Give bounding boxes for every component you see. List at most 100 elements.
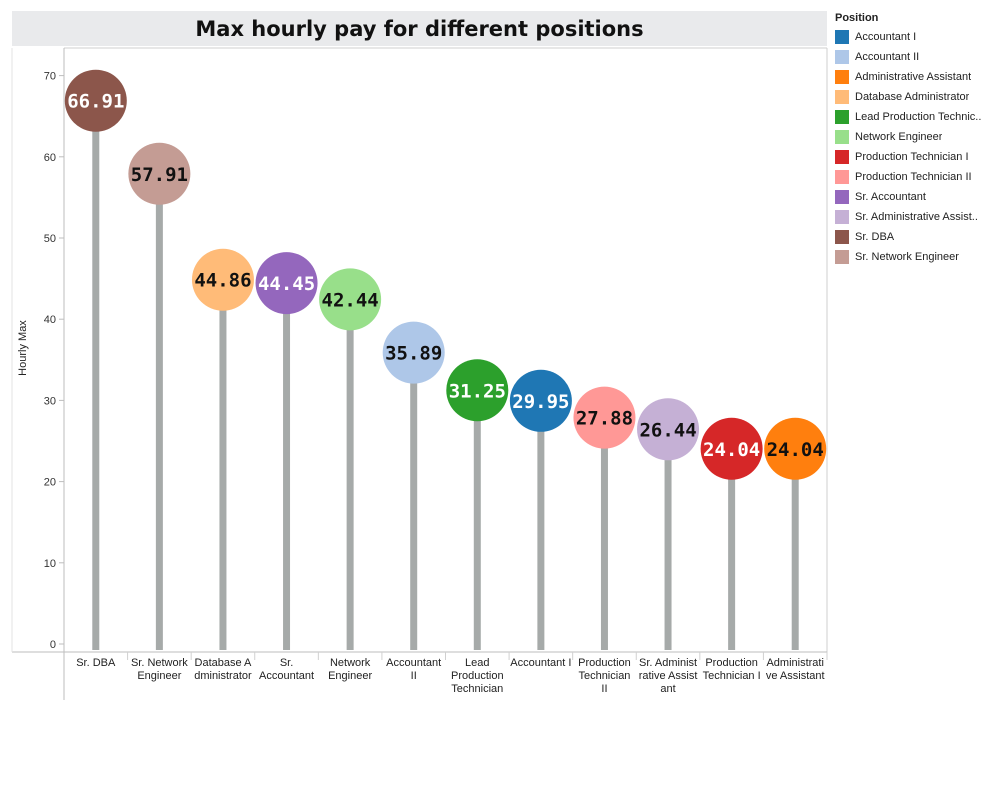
x-tick-label-line: Engineer (137, 670, 181, 682)
legend-swatch (835, 70, 849, 84)
x-tick-label-line: rative Assist (639, 670, 698, 682)
legend-swatch (835, 210, 849, 224)
legend-item[interactable]: Database Administrator (835, 87, 995, 107)
legend-label: Production Technician I (855, 151, 969, 163)
legend-label: Lead Production Technic.. (855, 111, 982, 123)
x-tick-label-line: Administrati (766, 657, 823, 669)
legend-label: Sr. Administrative Assist.. (855, 211, 978, 223)
legend-label: Sr. Accountant (855, 191, 926, 203)
x-tick-label: Sr. DBA (76, 657, 116, 669)
legend-label: Database Administrator (855, 91, 970, 103)
x-tick-label-line: Technician (451, 683, 503, 695)
y-tick-label: 60 (44, 152, 56, 164)
legend-item[interactable]: Sr. Network Engineer (835, 247, 995, 267)
x-tick-label-line: Accountant (259, 670, 314, 682)
legend: Position Accountant I Accountant II Admini… (835, 12, 995, 267)
x-tick-label: Accountant II (386, 657, 441, 682)
legend-swatch (835, 90, 849, 104)
lollipop-head (700, 417, 763, 480)
legend-label: Network Engineer (855, 131, 943, 143)
legend-item[interactable]: Sr. Accountant (835, 187, 995, 207)
legend-label: Sr. Network Engineer (855, 251, 959, 263)
y-tick-label: 30 (44, 395, 56, 407)
x-tick-label-line: Network (330, 657, 371, 669)
x-tick-label-line: Production (451, 670, 504, 682)
x-tick-label-line: Sr. Network (131, 657, 188, 669)
legend-item[interactable]: Lead Production Technic.. (835, 107, 995, 127)
legend-swatch (835, 110, 849, 124)
lollipop-head (573, 386, 636, 449)
legend-item[interactable]: Production Technician II (835, 167, 995, 187)
y-tick-label: 70 (44, 71, 56, 83)
lollipop-head (191, 248, 254, 311)
data-label: 66.91 (67, 91, 124, 113)
legend-swatch (835, 150, 849, 164)
x-tick-label-line: Lead (465, 657, 489, 669)
x-tick-label-line: Accountant I (510, 657, 571, 669)
legend-swatch (835, 190, 849, 204)
x-tick-label-line: II (411, 670, 417, 682)
lollipop-head (64, 69, 127, 132)
lollipop-head (382, 321, 445, 384)
x-tick-label: Sr. Administ rative Assist ant (639, 657, 698, 695)
x-tick-label-line: Sr. DBA (76, 657, 116, 669)
legend-item[interactable]: Administrative Assistant (835, 67, 995, 87)
x-tick-label-line: ant (660, 683, 675, 695)
legend-label: Administrative Assistant (855, 71, 972, 83)
data-label: 24.04 (767, 439, 824, 461)
y-tick-label: 50 (44, 233, 56, 245)
x-tick-label-line: Production (705, 657, 758, 669)
legend-swatch (835, 130, 849, 144)
lollipop-head (128, 142, 191, 205)
legend-item[interactable]: Production Technician I (835, 147, 995, 167)
x-tick-label: Administrati ve Assistant (766, 657, 825, 682)
y-axis-label: Hourly Max (17, 320, 29, 376)
lollipop-head (509, 369, 572, 432)
legend-label: Accountant II (855, 51, 920, 63)
legend-item[interactable]: Accountant II (835, 47, 995, 67)
data-label: 44.86 (194, 270, 251, 292)
x-tick-label: Sr. Accountant (259, 657, 314, 682)
legend-swatch (835, 230, 849, 244)
x-tick-label: Sr. Network Engineer (131, 657, 188, 682)
legend-label: Production Technician II (855, 171, 972, 183)
data-label: 35.89 (385, 343, 442, 365)
lollipop-chart: 0 10 20 30 40 50 60 70 Hourly Max 66.91 Sr. DBA 57.… (11, 47, 828, 700)
data-label: 42.44 (322, 289, 379, 311)
y-tick-label: 10 (44, 558, 56, 570)
legend-item[interactable]: Sr. DBA (835, 227, 995, 247)
data-label: 44.45 (258, 273, 315, 295)
x-tick-label-line: Technician (578, 670, 630, 682)
lollipop-head (446, 359, 509, 422)
x-tick-label-line: Technician I (703, 670, 761, 682)
data-label: 26.44 (639, 419, 696, 441)
legend-title: Position (835, 12, 879, 24)
data-label: 31.25 (449, 380, 506, 402)
chart-title-band: Max hourly pay for different positions (12, 11, 827, 46)
data-label: 27.88 (576, 408, 633, 430)
x-tick-label-line: ve Assistant (766, 670, 825, 682)
legend-items: Accountant I Accountant II Administrative … (835, 27, 995, 267)
y-tick-label: 20 (44, 477, 56, 489)
legend-item[interactable]: Accountant I (835, 27, 995, 47)
x-tick-label-line: Database A (195, 657, 253, 669)
lollipop-head (255, 252, 318, 315)
x-tick-label-line: II (601, 683, 607, 695)
x-tick-label: Network Engineer (328, 657, 372, 682)
data-label: 57.91 (131, 164, 188, 186)
legend-swatch (835, 30, 849, 44)
legend-swatch (835, 50, 849, 64)
x-tick-label-line: Accountant (386, 657, 441, 669)
x-tick-label: Lead Production Technician (451, 657, 504, 695)
x-tick-label-line: Sr. (280, 657, 293, 669)
y-tick-label: 40 (44, 314, 56, 326)
legend-swatch (835, 170, 849, 184)
x-tick-label: Production Technician I (703, 657, 761, 682)
legend-item[interactable]: Network Engineer (835, 127, 995, 147)
legend-item[interactable]: Sr. Administrative Assist.. (835, 207, 995, 227)
y-tick-label: 0 (50, 639, 56, 651)
x-tick-label-line: Engineer (328, 670, 372, 682)
x-tick-label: Production Technician II (578, 657, 631, 695)
data-label: 29.95 (512, 391, 569, 413)
